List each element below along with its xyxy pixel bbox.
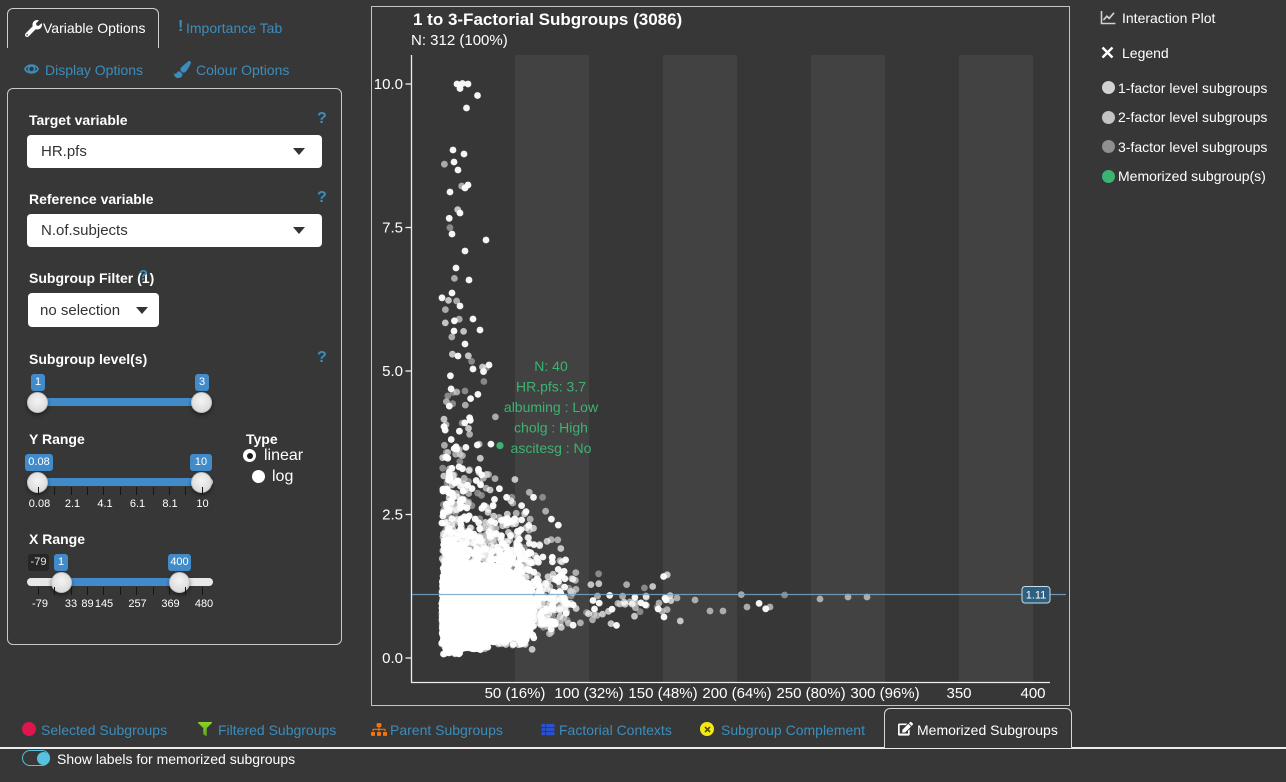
- svg-text:5.0: 5.0: [382, 363, 403, 380]
- svg-text:150 (48%): 150 (48%): [628, 685, 697, 702]
- svg-text:200 (64%): 200 (64%): [702, 685, 771, 702]
- svg-text:250 (80%): 250 (80%): [776, 685, 845, 702]
- svg-text:N: 40: N: 40: [534, 358, 568, 374]
- svg-text:50 (16%): 50 (16%): [485, 685, 546, 702]
- svg-text:100 (32%): 100 (32%): [554, 685, 623, 702]
- svg-text:0.0: 0.0: [382, 650, 403, 667]
- svg-text:2.5: 2.5: [382, 507, 403, 524]
- svg-text:albuming : Low: albuming : Low: [504, 399, 599, 415]
- svg-text:7.5: 7.5: [382, 220, 403, 237]
- svg-text:ascitesg : No: ascitesg : No: [511, 440, 592, 456]
- svg-text:10.0: 10.0: [374, 76, 403, 93]
- svg-text:1.11: 1.11: [1026, 590, 1047, 602]
- svg-text:HR.pfs: 3.7: HR.pfs: 3.7: [516, 379, 586, 395]
- svg-text:400: 400: [1020, 685, 1045, 702]
- svg-text:300 (96%): 300 (96%): [850, 685, 919, 702]
- svg-text:350: 350: [946, 685, 971, 702]
- svg-text:cholg : High: cholg : High: [514, 420, 588, 436]
